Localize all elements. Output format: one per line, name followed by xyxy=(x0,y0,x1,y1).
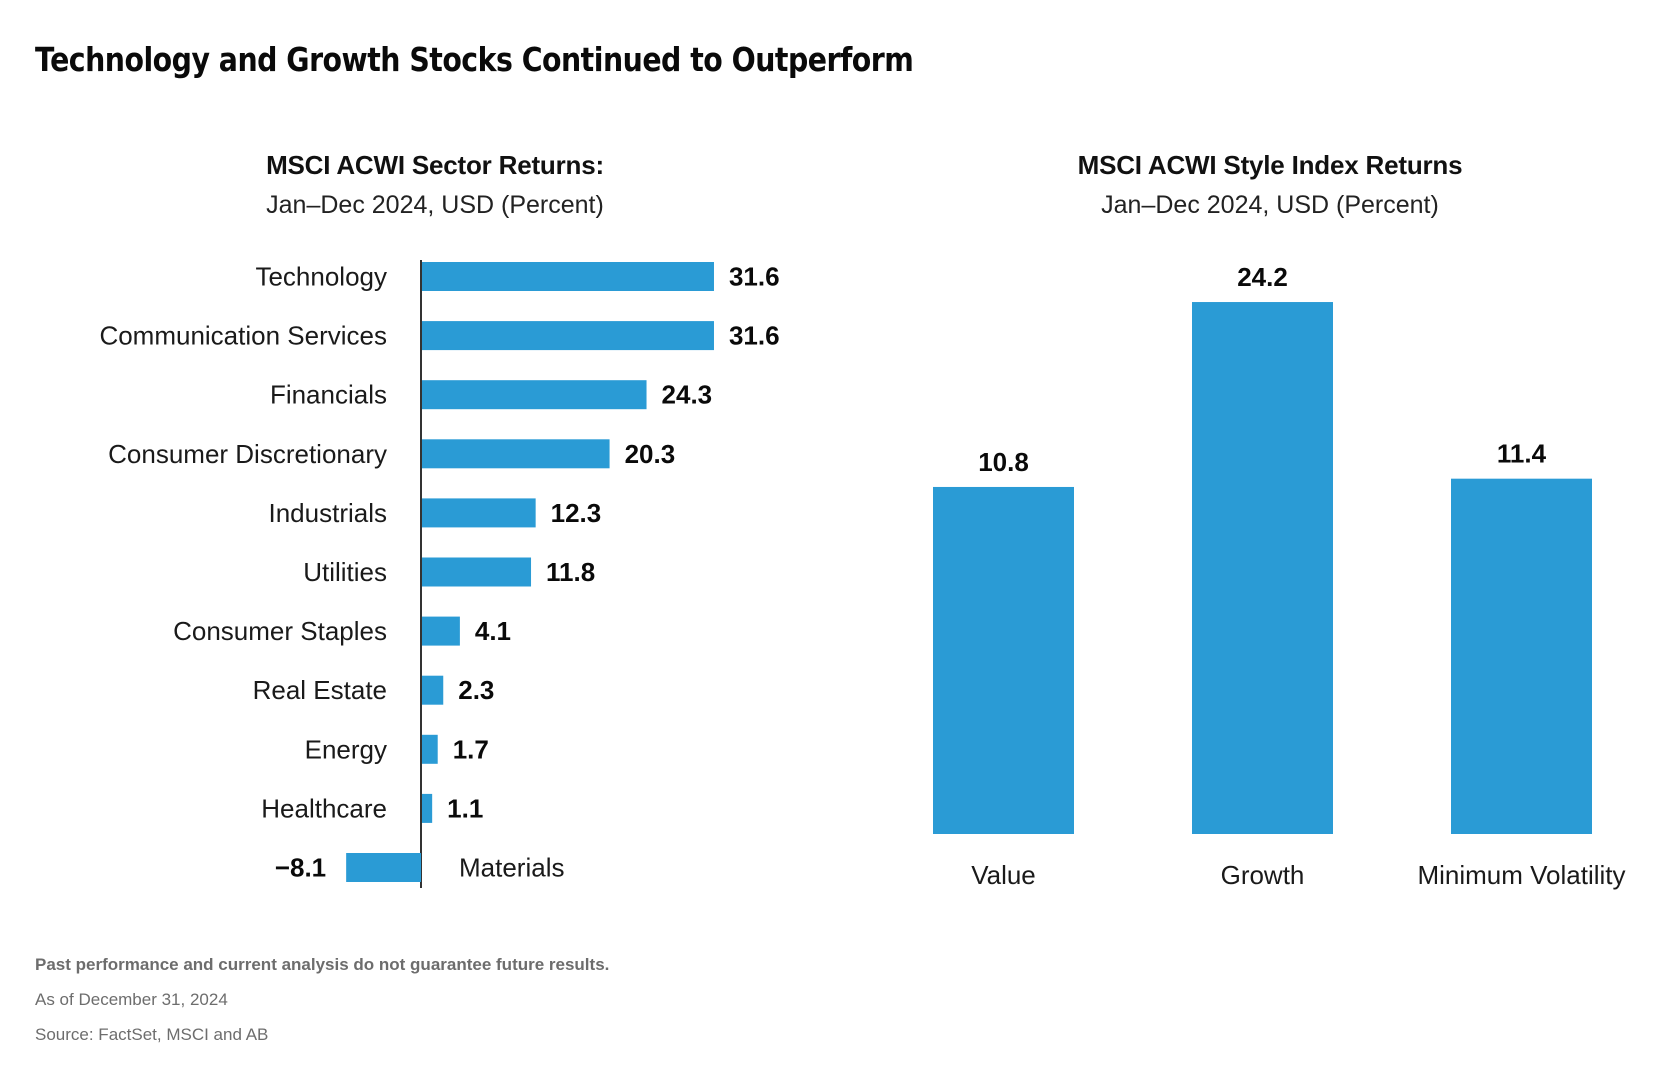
category-label-financials: Financials xyxy=(270,380,387,410)
bar-financials xyxy=(422,380,647,410)
bar-communication-services xyxy=(422,321,714,351)
value-label-technology: 31.6 xyxy=(729,262,780,292)
value-label-communication-services: 31.6 xyxy=(729,321,780,351)
value-label-healthcare: 1.1 xyxy=(447,793,483,823)
bar-minimum-volatility xyxy=(1451,478,1592,834)
source-note: Source: FactSet, MSCI and AB xyxy=(35,1025,269,1044)
date-note: As of December 31, 2024 xyxy=(35,990,228,1009)
value-label-materials: −8.1 xyxy=(275,853,326,883)
bar-growth xyxy=(1192,302,1333,834)
style-chart-title: MSCI ACWI Style Index Returns xyxy=(1077,150,1463,180)
sector-chart-subtitle: Jan–Dec 2024, USD (Percent) xyxy=(266,191,604,219)
bar-value xyxy=(933,486,1074,834)
value-label-energy: 1.7 xyxy=(453,734,489,764)
value-label-consumer-discretionary: 20.3 xyxy=(625,439,676,469)
style-chart-subtitle: Jan–Dec 2024, USD (Percent) xyxy=(1101,191,1439,219)
category-label-growth: Growth xyxy=(1221,860,1305,890)
category-label-consumer-staples: Consumer Staples xyxy=(173,616,387,646)
category-label-value: Value xyxy=(971,860,1036,890)
sector-chart-header: MSCI ACWI Sector Returns: Jan–Dec 2024, … xyxy=(170,150,700,220)
bar-consumer-staples xyxy=(422,616,460,646)
style-chart-header: MSCI ACWI Style Index Returns Jan–Dec 20… xyxy=(1010,150,1530,220)
bar-healthcare xyxy=(422,793,433,823)
bar-industrials xyxy=(422,498,536,528)
value-label-industrials: 12.3 xyxy=(551,498,602,528)
value-label-minimum-volatility: 11.4 xyxy=(1497,439,1547,469)
bar-consumer-discretionary xyxy=(422,439,610,469)
value-label-growth: 24.2 xyxy=(1237,262,1288,292)
category-label-utilities: Utilities xyxy=(303,557,387,587)
sector-chart-title: MSCI ACWI Sector Returns: xyxy=(266,150,604,180)
value-label-financials: 24.3 xyxy=(662,380,713,410)
category-label-energy: Energy xyxy=(305,734,387,764)
value-label-real-estate: 2.3 xyxy=(458,675,494,705)
category-label-healthcare: Healthcare xyxy=(261,793,387,823)
bar-energy xyxy=(422,734,438,764)
bar-materials xyxy=(346,853,421,882)
bar-technology xyxy=(422,262,714,291)
category-label-materials: Materials xyxy=(459,853,564,883)
value-label-value: 10.8 xyxy=(978,447,1029,477)
main-title: Technology and Growth Stocks Continued t… xyxy=(35,40,914,79)
category-label-real-estate: Real Estate xyxy=(253,675,387,705)
category-label-minimum-volatility: Minimum Volatility xyxy=(1417,860,1625,890)
bar-utilities xyxy=(422,557,532,587)
category-label-industrials: Industrials xyxy=(269,498,388,528)
disclaimer-note: Past performance and current analysis do… xyxy=(35,955,610,974)
bar-real-estate xyxy=(422,675,444,705)
category-label-technology: Technology xyxy=(255,262,387,292)
category-label-communication-services: Communication Services xyxy=(99,321,387,351)
category-label-consumer-discretionary: Consumer Discretionary xyxy=(108,439,387,469)
value-label-utilities: 11.8 xyxy=(546,557,595,587)
value-label-consumer-staples: 4.1 xyxy=(475,616,511,646)
